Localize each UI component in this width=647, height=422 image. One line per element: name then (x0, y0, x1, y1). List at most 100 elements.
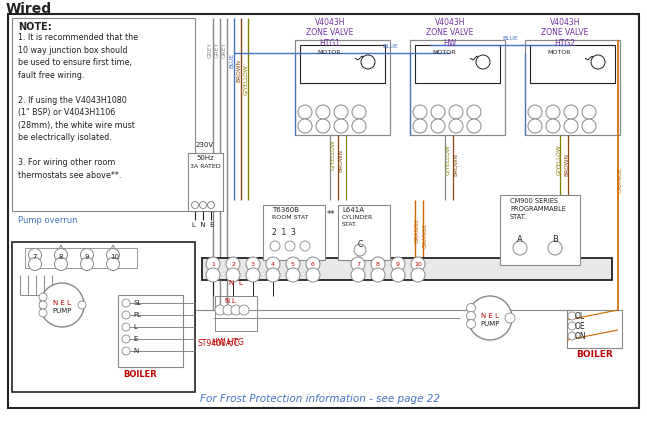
Circle shape (391, 268, 405, 282)
Text: 2: 2 (231, 262, 235, 268)
Text: 2. If using the V4043H1080: 2. If using the V4043H1080 (18, 95, 127, 105)
Text: 230V: 230V (196, 142, 214, 148)
Circle shape (431, 119, 445, 133)
Circle shape (208, 201, 215, 208)
Text: ROOM STAT: ROOM STAT (272, 215, 309, 220)
Bar (300, 45, 385, 83)
Text: be electrically isolated.: be electrically isolated. (18, 133, 112, 142)
Text: BLUE: BLUE (502, 36, 518, 41)
Text: 3A RATED: 3A RATED (190, 164, 221, 169)
Circle shape (582, 119, 596, 133)
Bar (263, 205, 325, 260)
Circle shape (286, 268, 300, 282)
Bar (12, 242, 195, 392)
Text: 8: 8 (376, 262, 380, 268)
Circle shape (431, 105, 445, 119)
Circle shape (122, 299, 130, 307)
Text: L641A: L641A (342, 207, 364, 213)
Text: N: N (228, 280, 234, 286)
Text: ORANGE: ORANGE (423, 222, 428, 248)
Circle shape (107, 257, 120, 271)
Text: G/YELLOW: G/YELLOW (556, 145, 561, 175)
Circle shape (306, 268, 320, 282)
Text: 10 way junction box should: 10 way junction box should (18, 46, 127, 54)
Circle shape (467, 119, 481, 133)
Circle shape (466, 311, 476, 320)
Circle shape (582, 105, 596, 119)
Text: 9: 9 (396, 262, 400, 268)
Circle shape (468, 296, 512, 340)
Text: CYLINDER: CYLINDER (342, 215, 373, 220)
Circle shape (122, 335, 130, 343)
Text: L: L (238, 280, 242, 286)
Text: 5: 5 (291, 262, 295, 268)
Text: N: N (224, 298, 229, 304)
Text: MOTOR: MOTOR (432, 50, 455, 55)
Text: 10: 10 (110, 254, 119, 260)
Text: V4043H
ZONE VALVE
HTG1: V4043H ZONE VALVE HTG1 (306, 18, 354, 48)
Text: PROGRAMMABLE: PROGRAMMABLE (510, 206, 566, 212)
Circle shape (122, 323, 130, 331)
Circle shape (223, 305, 233, 315)
Circle shape (371, 268, 385, 282)
Circle shape (316, 105, 330, 119)
Text: MOTOR: MOTOR (317, 50, 340, 55)
Text: 7: 7 (356, 262, 360, 268)
Text: Wired: Wired (6, 2, 52, 16)
Text: L: L (133, 324, 137, 330)
Circle shape (246, 257, 260, 271)
Bar (118, 295, 183, 367)
Circle shape (546, 119, 560, 133)
Text: MOTOR: MOTOR (547, 50, 571, 55)
Circle shape (351, 268, 365, 282)
Bar (415, 45, 500, 83)
Circle shape (505, 313, 515, 323)
Text: C: C (357, 240, 362, 249)
Text: thermostats see above**.: thermostats see above**. (18, 170, 122, 179)
Text: 4: 4 (271, 262, 275, 268)
Text: **: ** (327, 210, 336, 219)
Text: (1" BSP) or V4043H1106: (1" BSP) or V4043H1106 (18, 108, 115, 117)
Circle shape (548, 241, 562, 255)
Text: PUMP: PUMP (480, 321, 499, 327)
Text: 1: 1 (211, 262, 215, 268)
Circle shape (449, 105, 463, 119)
Circle shape (39, 301, 47, 309)
Circle shape (298, 105, 312, 119)
Text: T6360B: T6360B (272, 207, 299, 213)
Circle shape (40, 283, 84, 327)
Circle shape (334, 105, 348, 119)
Text: 1. It is recommended that the: 1. It is recommended that the (18, 33, 138, 42)
Circle shape (78, 301, 86, 309)
Circle shape (300, 241, 310, 251)
Circle shape (476, 55, 490, 69)
Circle shape (39, 309, 47, 317)
Circle shape (351, 257, 365, 271)
Text: L  N  E: L N E (192, 222, 215, 228)
Text: V4043H
ZONE VALVE
HW: V4043H ZONE VALVE HW (426, 18, 474, 48)
Text: 8: 8 (58, 254, 63, 260)
Circle shape (361, 55, 375, 69)
Bar (410, 40, 505, 135)
Text: G/YELLOW: G/YELLOW (445, 145, 450, 175)
Text: N E L: N E L (53, 300, 71, 306)
Circle shape (306, 257, 320, 271)
Circle shape (528, 119, 542, 133)
Text: HW HTG: HW HTG (212, 338, 244, 347)
Bar (25, 248, 137, 268)
Circle shape (528, 105, 542, 119)
Text: BOILER: BOILER (576, 350, 613, 359)
Circle shape (568, 322, 576, 330)
Bar (525, 40, 620, 135)
Text: ST9400A/C: ST9400A/C (197, 338, 239, 347)
Text: E: E (133, 336, 137, 342)
Circle shape (107, 249, 120, 262)
Circle shape (199, 201, 206, 208)
Text: L: L (231, 298, 235, 304)
Text: BLUE: BLUE (229, 52, 234, 68)
Circle shape (192, 201, 199, 208)
Circle shape (371, 257, 385, 271)
Circle shape (80, 249, 94, 262)
Circle shape (80, 257, 94, 271)
Bar (567, 310, 622, 348)
